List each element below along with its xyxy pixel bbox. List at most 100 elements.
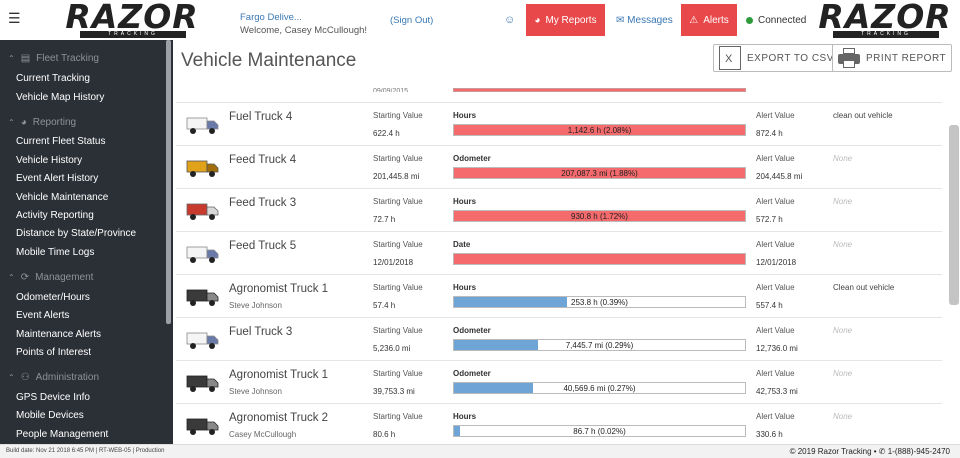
messages-link[interactable]: ✉ Messages: [616, 15, 673, 26]
alert-value: 330.6 h: [756, 430, 783, 439]
pie-chart-icon: ◕: [20, 117, 27, 128]
progress-fill: [454, 383, 533, 393]
sidebar-item-vehicle-history[interactable]: Vehicle History: [16, 155, 83, 166]
sidebar-item-mobile-time-logs[interactable]: Mobile Time Logs: [16, 247, 95, 258]
logo[interactable]: RAZOR TRACKING: [62, 0, 202, 38]
alert-icon: ⚠: [689, 14, 699, 26]
sidebar-item-points-of-interest[interactable]: Points of Interest: [16, 347, 92, 358]
meter-type: Hours: [453, 197, 477, 206]
vehicle-name[interactable]: Fuel Truck 3: [229, 326, 293, 338]
sidebar-section-administration[interactable]: ⌃ ⚇ Administration: [8, 372, 100, 383]
vehicle-name[interactable]: Feed Truck 3: [229, 197, 297, 209]
sidebar-scrollbar[interactable]: [166, 40, 171, 324]
alert-value-label: Alert Value: [756, 412, 795, 421]
vehicle-name[interactable]: Feed Truck 4: [229, 154, 297, 166]
sidebar-item-maintenance-alerts[interactable]: Maintenance Alerts: [16, 329, 102, 340]
alert-value: 557.4 h: [756, 301, 783, 310]
welcome-text: Welcome, Casey McCullough!: [240, 25, 368, 36]
sidebar-item-current-fleet-status[interactable]: Current Fleet Status: [16, 136, 106, 147]
sidebar-section-management[interactable]: ⌃ ⟳ Management: [8, 272, 94, 283]
csv-file-icon: X: [719, 46, 741, 70]
sidebar-item-event-alert-history[interactable]: Event Alert History: [16, 173, 99, 184]
table-row[interactable]: Feed Truck 5 Starting Value 12/01/2018 Date…: [176, 232, 942, 275]
maintenance-note: None: [833, 154, 853, 163]
starting-value-label: Starting Value: [373, 154, 423, 163]
progress-text: 207,087.3 mi (1.88%): [561, 169, 638, 178]
sidebar-item-odometer-hours[interactable]: Odometer/Hours: [16, 292, 90, 303]
print-report-button[interactable]: PRINT REPORT: [832, 44, 953, 72]
progress-text: 1,142.6 h (2.08%): [567, 126, 632, 135]
my-reports-button[interactable]: ◕ My Reports: [526, 4, 605, 36]
table-row[interactable]: Feed Truck 3 Starting Value 72.7 h Hours 930…: [176, 189, 942, 232]
connection-status: Connected: [746, 15, 806, 26]
sidebar-section-fleet-tracking[interactable]: ⌃ ▤ Fleet Tracking: [8, 53, 99, 64]
alert-value: 204,445.8 mi: [756, 172, 803, 181]
export-csv-button[interactable]: X EXPORT TO CSV: [713, 44, 840, 72]
table-row[interactable]: Fuel Truck 3 Starting Value 5,236.0 mi Odom…: [176, 318, 942, 361]
envelope-icon: ✉: [616, 15, 625, 26]
chevron-up-icon: ⌃: [8, 273, 15, 282]
alert-value: 42,753.3 mi: [756, 387, 798, 396]
maintenance-note: None: [833, 369, 853, 378]
progress-fill: [454, 340, 539, 350]
sidebar-item-event-alerts[interactable]: Event Alerts: [16, 310, 70, 321]
vehicle-name[interactable]: Agronomist Truck 2: [229, 412, 329, 424]
logo-tagline: TRACKING: [108, 31, 158, 37]
vehicle-name[interactable]: Feed Truck 5: [229, 240, 297, 252]
chevron-up-icon: ⌃: [8, 118, 15, 127]
logo-right: RAZOR TRACKING: [818, 0, 952, 38]
sidebar-item-vehicle-map-history[interactable]: Vehicle Map History: [16, 92, 105, 103]
progress-fill: [454, 168, 745, 178]
smiley-icon[interactable]: ☺: [504, 14, 516, 26]
sidebar-item-current-tracking[interactable]: Current Tracking: [16, 73, 90, 84]
starting-value-label: Starting Value: [373, 283, 423, 292]
progress-text: 86.7 h (0.02%): [573, 427, 626, 436]
alert-value: 572.7 h: [756, 215, 783, 224]
build-info: Build date: Nov 21 2018 6:45 PM | RT-WEB…: [6, 448, 165, 454]
starting-value: 201,445.8 mi: [373, 172, 420, 181]
table-row[interactable]: Feed Truck 4 Starting Value 201,445.8 mi Od…: [176, 146, 942, 189]
starting-value-label: Starting Value: [373, 197, 423, 206]
list-scrollbar[interactable]: [949, 125, 959, 305]
sign-out-link[interactable]: (Sign Out): [390, 15, 434, 26]
sidebar-item-mobile-devices[interactable]: Mobile Devices: [16, 410, 84, 421]
menu-icon[interactable]: ☰: [8, 10, 21, 26]
table-row[interactable]: Agronomist Truck 2 Casey McCullough Starti…: [176, 404, 942, 444]
sidebar-item-vehicle-maintenance[interactable]: Vehicle Maintenance: [16, 192, 109, 203]
progress-text: 253.8 h (0.39%): [571, 298, 628, 307]
meter-type: Odometer: [453, 326, 491, 335]
alert-value: 12/01/2018: [756, 258, 797, 267]
progress-bar: [453, 88, 746, 92]
maintenance-note: None: [833, 326, 853, 335]
vehicle-name[interactable]: Agronomist Truck 1: [229, 369, 329, 381]
alert-value-label: Alert Value: [756, 369, 795, 378]
vehicle-name[interactable]: Agronomist Truck 1: [229, 283, 329, 295]
alerts-button[interactable]: ⚠ Alerts: [681, 4, 737, 36]
meter-type: Hours: [453, 111, 477, 120]
vehicle-name[interactable]: Fuel Truck 4: [229, 111, 293, 123]
starting-value-label: Starting Value: [373, 326, 423, 335]
alert-value-label: Alert Value: [756, 197, 795, 206]
driver-name: Casey McCullough: [229, 430, 297, 439]
status-dot-icon: [746, 16, 753, 24]
sidebar-item-gps-device-info[interactable]: GPS Device Info: [16, 392, 90, 403]
table-row[interactable]: Fuel Truck 4 Starting Value 622.4 h Hours 1,…: [176, 103, 942, 146]
meter-type: Date: [453, 240, 471, 249]
company-name[interactable]: Fargo Delive...: [240, 12, 302, 23]
sidebar-item-activity-reporting[interactable]: Activity Reporting: [16, 210, 94, 221]
maintenance-note: clean out vehicle: [833, 111, 893, 120]
sidebar-section-reporting[interactable]: ⌃ ◕ Reporting: [8, 117, 77, 128]
sidebar-item-distance-by-state[interactable]: Distance by State/Province: [16, 228, 137, 239]
page-title: Vehicle Maintenance: [181, 50, 357, 71]
meter-type: Hours: [453, 283, 477, 292]
alert-value: 12,736.0 mi: [756, 344, 798, 353]
footer: Build date: Nov 21 2018 6:45 PM | RT-WEB…: [0, 444, 960, 458]
account-info: Fargo Delive... Welcome, Casey McCulloug…: [240, 11, 367, 37]
sidebar-item-people-management[interactable]: People Management: [16, 429, 109, 440]
maintenance-list: 09/09/2015 Fuel Truck 4 Starting Value 622…: [176, 88, 942, 444]
printer-icon: [838, 48, 860, 68]
truck-icon: [186, 154, 220, 180]
table-row[interactable]: Agronomist Truck 1 Steve Johnson Starting …: [176, 275, 942, 318]
table-row[interactable]: Agronomist Truck 1 Steve Johnson Starting …: [176, 361, 942, 404]
progress-fill: [454, 254, 745, 264]
